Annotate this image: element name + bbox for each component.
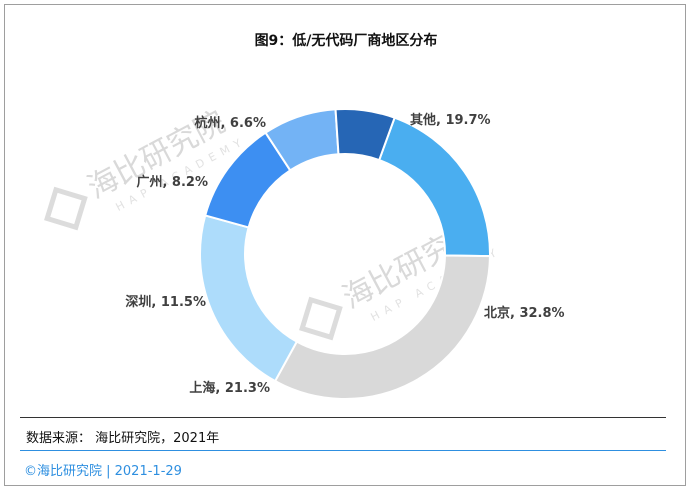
chart-title: 图9：低/无代码厂商地区分布 [254, 33, 438, 49]
slice-label-5: 广州, 8.2% [136, 174, 208, 190]
slice-6 [334, 108, 396, 162]
slice-label-3: 上海, 21.3% [189, 380, 270, 396]
slice-label-6: 杭州, 6.6% [194, 115, 266, 131]
slice-3 [199, 214, 299, 383]
watermark-logo-icon [44, 186, 88, 231]
slice-label-2: 北京, 32.8% [484, 305, 565, 321]
slice-labels: 其他, 19.7% 北京, 32.8% 上海, 21.3% 深圳, 11.5% 广州, … [125, 112, 564, 396]
slice-2 [273, 254, 491, 400]
footer-credit: ©海比研究院 | 2021-1-29 [24, 464, 182, 479]
watermark-logo-icon [299, 296, 343, 341]
data-source: 数据来源： 海比研究院，2021年 [26, 431, 220, 446]
source-divider [20, 417, 666, 418]
slice-label-1: 其他, 19.7% [410, 112, 491, 128]
footer-divider [20, 450, 666, 451]
slices [199, 108, 491, 400]
slice-label-4: 深圳, 11.5% [125, 294, 206, 310]
chart-frame [4, 4, 686, 486]
